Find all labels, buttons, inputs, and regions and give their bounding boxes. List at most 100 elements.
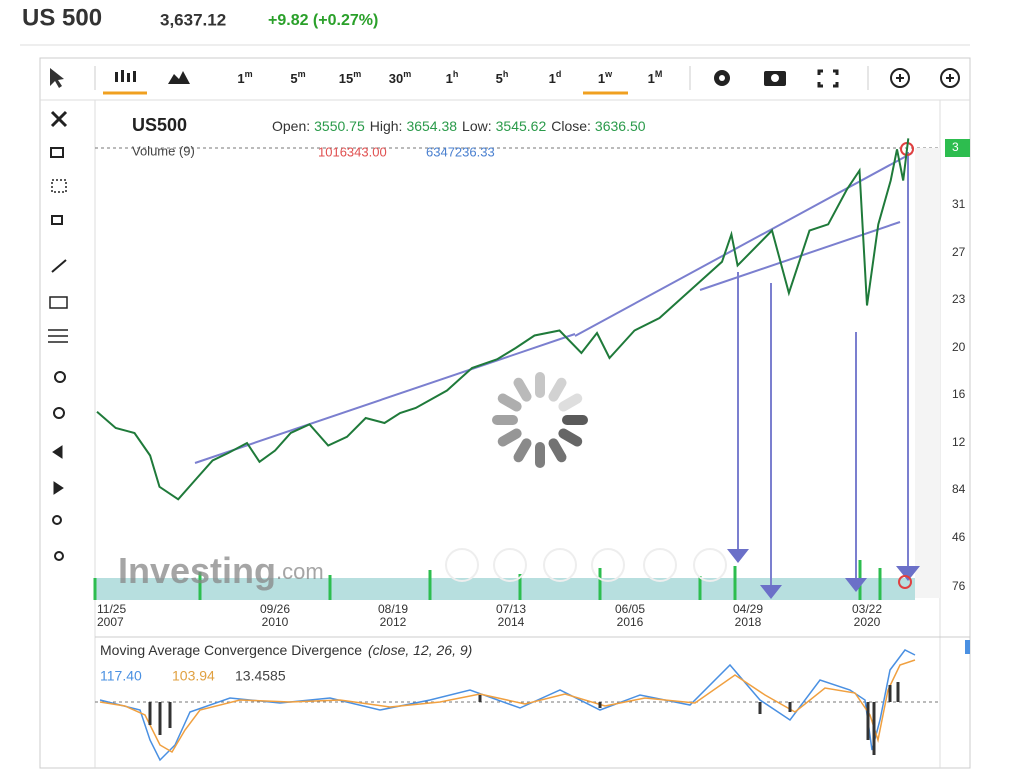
volume-value: 6347236.33 xyxy=(426,144,495,159)
spinner-bar xyxy=(548,438,567,463)
spinner-bar xyxy=(497,428,522,447)
legend-value: 3636.50 xyxy=(595,118,646,134)
last-price: 3,637.12 xyxy=(160,10,226,29)
x-tick-label: 04/29 xyxy=(733,602,763,616)
volume-value: 1016343.00 xyxy=(318,144,387,159)
y-tick-label: 12 xyxy=(952,435,966,449)
interval-button[interactable]: 5m xyxy=(290,69,305,86)
interval-button[interactable]: 1h xyxy=(446,69,459,86)
volume-label: Volume (9) xyxy=(132,143,195,158)
interval-button[interactable]: 1M xyxy=(648,69,663,86)
remove-tool[interactable] xyxy=(50,110,68,128)
spinner-bar xyxy=(535,372,545,398)
x-tick-label: 2016 xyxy=(617,615,644,629)
y-tick-label: 16 xyxy=(952,387,966,401)
interval-button[interactable]: 1w xyxy=(598,69,613,86)
save-button[interactable] xyxy=(890,68,910,88)
spinner-bar xyxy=(548,377,567,402)
price-line xyxy=(96,138,910,501)
x-tick-label: 07/13 xyxy=(496,602,526,616)
macd-params: (close, 12, 26, 9) xyxy=(368,642,472,658)
tool[interactable] xyxy=(51,215,63,225)
interval-unit: w xyxy=(604,69,613,79)
interval-number: 15 xyxy=(339,71,353,86)
tool[interactable] xyxy=(52,515,62,525)
y-tick-label: 23 xyxy=(952,292,966,306)
zoom-in-tool[interactable] xyxy=(54,371,66,383)
spinner-bar xyxy=(558,393,583,412)
interval-button[interactable]: 1d xyxy=(549,69,562,86)
fib-tool[interactable] xyxy=(48,329,68,343)
signal-value: 103.94 xyxy=(172,668,215,684)
spinner-bar xyxy=(497,393,522,412)
x-tick-label: 08/19 xyxy=(378,602,408,616)
y-tick-label: 3 xyxy=(952,140,959,154)
x-tick-label: 2020 xyxy=(854,615,881,629)
widget-frame xyxy=(39,57,971,769)
interval-button[interactable]: 1m xyxy=(237,69,252,86)
tool[interactable] xyxy=(51,179,67,193)
legend-ohlc: Open: 3550.75 High: 3654.38 Low: 3545.62 Close… xyxy=(272,118,646,134)
macd-title: Moving Average Convergence Divergence (cl… xyxy=(100,642,472,658)
legend-label: Close: xyxy=(551,118,591,134)
candles-button[interactable] xyxy=(115,70,136,82)
interval-button[interactable]: 5h xyxy=(496,69,509,86)
loading-spinner xyxy=(492,372,588,468)
x-tick-label: 03/22 xyxy=(852,602,882,616)
trendline-tool[interactable] xyxy=(51,259,67,273)
fullscreen-button[interactable] xyxy=(817,69,839,88)
x-tick-label: 2018 xyxy=(735,615,762,629)
symbol-title: US 500 xyxy=(22,4,102,31)
scroll-left[interactable] xyxy=(52,445,63,459)
legend-label: Open: xyxy=(272,118,310,134)
interval-unit: d xyxy=(556,69,562,79)
settings-button[interactable] xyxy=(714,70,730,86)
spinner-bar xyxy=(513,377,532,402)
shape-tool[interactable] xyxy=(49,296,68,309)
x-tick-label: 2014 xyxy=(498,615,525,629)
load-button[interactable] xyxy=(940,68,960,88)
zoom-out-tool[interactable] xyxy=(53,407,65,419)
interval-number: 1 xyxy=(648,71,655,86)
tool[interactable] xyxy=(54,551,64,561)
watermark-brand: Investing xyxy=(118,550,276,591)
x-tick-label: 2010 xyxy=(262,615,289,629)
x-tick-label: 06/05 xyxy=(615,602,645,616)
area-button[interactable] xyxy=(168,71,190,84)
x-tick-label: 2012 xyxy=(380,615,407,629)
legend-value: 3545.62 xyxy=(496,118,547,134)
spinner-bar xyxy=(492,415,518,425)
interval-unit: M xyxy=(655,69,663,79)
interval-number: 1 xyxy=(446,71,453,86)
interval-unit: h xyxy=(453,69,459,79)
snapshot-button[interactable] xyxy=(764,71,786,86)
y-tick-label: 76 xyxy=(952,579,966,593)
legend-symbol: US500 xyxy=(132,115,187,135)
interval-number: 1 xyxy=(237,71,244,86)
legend-value: 3654.38 xyxy=(406,118,457,134)
x-tick-label: 09/26 xyxy=(260,602,290,616)
price-change: +9.82 (+0.27%) xyxy=(268,12,378,29)
interval-button[interactable]: 30m xyxy=(389,69,411,86)
future-zone xyxy=(915,148,940,598)
tool[interactable] xyxy=(50,147,64,158)
interval-unit: m xyxy=(245,69,253,79)
spinner-bar xyxy=(535,442,545,468)
interval-number: 5 xyxy=(496,71,503,86)
y-tick-label: 20 xyxy=(952,340,966,354)
scroll-right[interactable] xyxy=(53,481,64,495)
watermark: Investing.com xyxy=(118,550,324,591)
annotations xyxy=(194,142,920,599)
y-tick-label: 31 xyxy=(952,197,966,211)
cursor-tool[interactable] xyxy=(50,68,64,88)
y-tick-label: 27 xyxy=(952,245,966,259)
legend-label: High: xyxy=(370,118,403,134)
interval-number: 1 xyxy=(598,71,605,86)
interval-button[interactable]: 15m xyxy=(339,69,361,86)
interval-number: 5 xyxy=(290,71,297,86)
macd-name: Moving Average Convergence Divergence xyxy=(100,642,362,658)
price-badge xyxy=(945,139,970,157)
interval-number: 30 xyxy=(389,71,403,86)
